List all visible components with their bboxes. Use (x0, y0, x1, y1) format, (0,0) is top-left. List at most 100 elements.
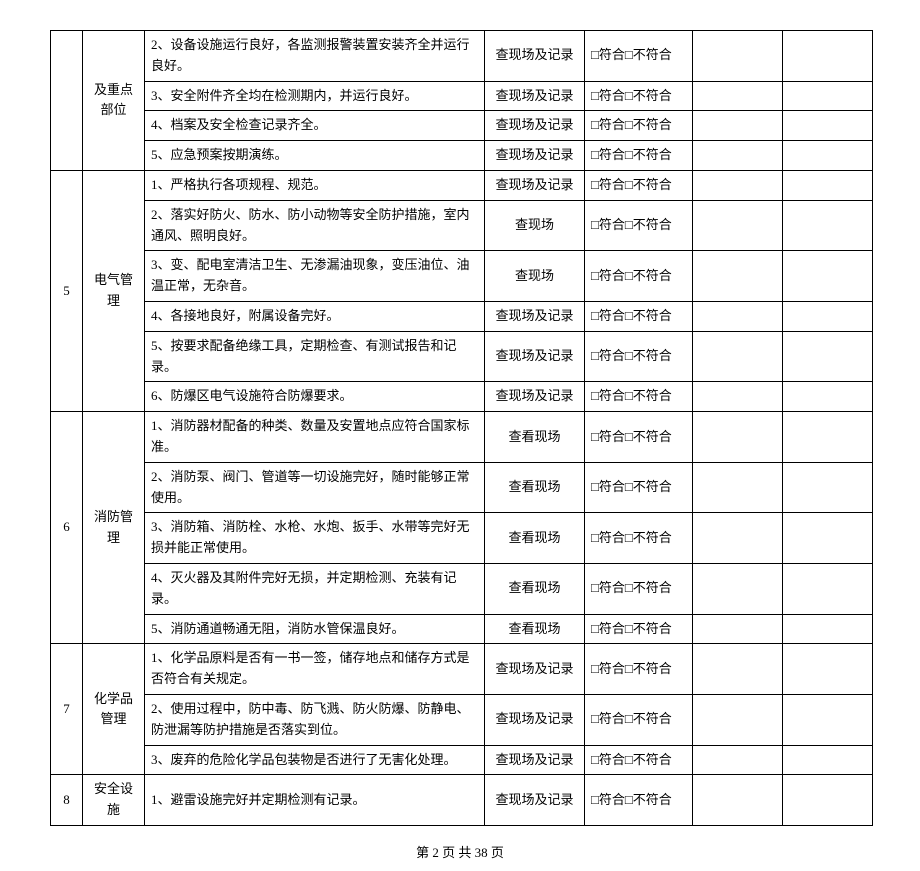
row-method: 查看现场 (485, 563, 585, 614)
row-description: 2、使用过程中，防中毒、防飞溅、防火防爆、防静电、防泄漏等防护措施是否落实到位。 (145, 694, 485, 745)
table-row: 及重点部位2、设备设施运行良好，各监测报警装置安装齐全并运行良好。查现场及记录□… (51, 31, 873, 82)
row-description: 3、废弃的危险化学品包装物是否进行了无害化处理。 (145, 745, 485, 775)
row-empty-2 (783, 301, 873, 331)
row-description: 4、档案及安全检查记录齐全。 (145, 111, 485, 141)
row-compliance: □符合□不符合 (585, 81, 693, 111)
row-compliance: □符合□不符合 (585, 301, 693, 331)
row-compliance: □符合□不符合 (585, 31, 693, 82)
row-method: 查现场及记录 (485, 111, 585, 141)
table-row: 8安全设施1、避雷设施完好并定期检测有记录。查现场及记录□符合□不符合 (51, 775, 873, 826)
row-empty-2 (783, 382, 873, 412)
row-method: 查现场及记录 (485, 694, 585, 745)
row-empty-1 (693, 563, 783, 614)
table-row: 6、防爆区电气设施符合防爆要求。查现场及记录□符合□不符合 (51, 382, 873, 412)
row-empty-1 (693, 331, 783, 382)
row-description: 4、各接地良好，附属设备完好。 (145, 301, 485, 331)
section-number: 6 (51, 412, 83, 644)
row-compliance: □符合□不符合 (585, 170, 693, 200)
table-row: 3、变、配电室清洁卫生、无渗漏油现象，变压油位、油温正常，无杂音。查现场□符合□… (51, 251, 873, 302)
row-empty-2 (783, 331, 873, 382)
table-row: 5、消防通道畅通无阻，消防水管保温良好。查看现场□符合□不符合 (51, 614, 873, 644)
row-compliance: □符合□不符合 (585, 141, 693, 171)
section-number (51, 31, 83, 171)
section-category: 消防管理 (83, 412, 145, 644)
row-empty-1 (693, 412, 783, 463)
table-row: 3、安全附件齐全均在检测期内，并运行良好。查现场及记录□符合□不符合 (51, 81, 873, 111)
row-compliance: □符合□不符合 (585, 200, 693, 251)
row-description: 3、变、配电室清洁卫生、无渗漏油现象，变压油位、油温正常，无杂音。 (145, 251, 485, 302)
row-description: 1、严格执行各项规程、规范。 (145, 170, 485, 200)
row-method: 查现场及记录 (485, 141, 585, 171)
page-footer: 第 2 页 共 38 页 (50, 842, 870, 861)
section-number: 5 (51, 170, 83, 411)
row-method: 查看现场 (485, 412, 585, 463)
row-empty-1 (693, 111, 783, 141)
row-empty-2 (783, 141, 873, 171)
row-empty-1 (693, 513, 783, 564)
row-method: 查现场及记录 (485, 301, 585, 331)
row-description: 2、设备设施运行良好，各监测报警装置安装齐全并运行良好。 (145, 31, 485, 82)
row-empty-2 (783, 462, 873, 513)
row-compliance: □符合□不符合 (585, 745, 693, 775)
row-description: 1、化学品原料是否有一书一签，储存地点和储存方式是否符合有关规定。 (145, 644, 485, 695)
row-empty-2 (783, 251, 873, 302)
row-empty-2 (783, 614, 873, 644)
section-category: 安全设施 (83, 775, 145, 826)
section-category: 及重点部位 (83, 31, 145, 171)
row-method: 查现场及记录 (485, 745, 585, 775)
row-description: 5、消防通道畅通无阻，消防水管保温良好。 (145, 614, 485, 644)
row-compliance: □符合□不符合 (585, 111, 693, 141)
row-method: 查现场 (485, 200, 585, 251)
row-method: 查现场及记录 (485, 775, 585, 826)
row-description: 2、落实好防火、防水、防小动物等安全防护措施，室内通风、照明良好。 (145, 200, 485, 251)
row-compliance: □符合□不符合 (585, 513, 693, 564)
row-description: 3、安全附件齐全均在检测期内，并运行良好。 (145, 81, 485, 111)
row-compliance: □符合□不符合 (585, 775, 693, 826)
table-row: 3、消防箱、消防栓、水枪、水炮、扳手、水带等完好无损并能正常使用。查看现场□符合… (51, 513, 873, 564)
row-compliance: □符合□不符合 (585, 563, 693, 614)
table-row: 5、应急预案按期演练。查现场及记录□符合□不符合 (51, 141, 873, 171)
table-row: 5电气管理1、严格执行各项规程、规范。查现场及记录□符合□不符合 (51, 170, 873, 200)
row-description: 1、消防器材配备的种类、数量及安置地点应符合国家标准。 (145, 412, 485, 463)
table-row: 2、消防泵、阀门、管道等一切设施完好，随时能够正常使用。查看现场□符合□不符合 (51, 462, 873, 513)
row-empty-1 (693, 200, 783, 251)
table-row: 4、各接地良好，附属设备完好。查现场及记录□符合□不符合 (51, 301, 873, 331)
row-compliance: □符合□不符合 (585, 694, 693, 745)
row-compliance: □符合□不符合 (585, 251, 693, 302)
row-description: 3、消防箱、消防栓、水枪、水炮、扳手、水带等完好无损并能正常使用。 (145, 513, 485, 564)
table-row: 3、废弃的危险化学品包装物是否进行了无害化处理。查现场及记录□符合□不符合 (51, 745, 873, 775)
row-method: 查现场及记录 (485, 170, 585, 200)
row-empty-1 (693, 382, 783, 412)
row-empty-2 (783, 81, 873, 111)
row-description: 5、按要求配备绝缘工具，定期检查、有测试报告和记录。 (145, 331, 485, 382)
section-category: 电气管理 (83, 170, 145, 411)
row-compliance: □符合□不符合 (585, 412, 693, 463)
row-description: 1、避雷设施完好并定期检测有记录。 (145, 775, 485, 826)
row-method: 查看现场 (485, 513, 585, 564)
row-empty-2 (783, 775, 873, 826)
row-method: 查看现场 (485, 614, 585, 644)
row-empty-1 (693, 614, 783, 644)
inspection-table: 及重点部位2、设备设施运行良好，各监测报警装置安装齐全并运行良好。查现场及记录□… (50, 30, 873, 826)
row-method: 查现场及记录 (485, 331, 585, 382)
row-description: 4、灭火器及其附件完好无损，并定期检测、充装有记录。 (145, 563, 485, 614)
row-description: 2、消防泵、阀门、管道等一切设施完好，随时能够正常使用。 (145, 462, 485, 513)
section-number: 8 (51, 775, 83, 826)
table-row: 5、按要求配备绝缘工具，定期检查、有测试报告和记录。查现场及记录□符合□不符合 (51, 331, 873, 382)
row-empty-1 (693, 644, 783, 695)
table-row: 4、档案及安全检查记录齐全。查现场及记录□符合□不符合 (51, 111, 873, 141)
row-compliance: □符合□不符合 (585, 331, 693, 382)
row-method: 查现场及记录 (485, 31, 585, 82)
row-method: 查现场及记录 (485, 81, 585, 111)
row-empty-1 (693, 745, 783, 775)
table-row: 7化学品管理1、化学品原料是否有一书一签，储存地点和储存方式是否符合有关规定。查… (51, 644, 873, 695)
row-method: 查现场及记录 (485, 382, 585, 412)
row-empty-2 (783, 513, 873, 564)
row-compliance: □符合□不符合 (585, 382, 693, 412)
row-empty-2 (783, 200, 873, 251)
row-method: 查现场及记录 (485, 644, 585, 695)
row-empty-1 (693, 251, 783, 302)
row-empty-1 (693, 775, 783, 826)
row-empty-1 (693, 31, 783, 82)
row-empty-2 (783, 111, 873, 141)
